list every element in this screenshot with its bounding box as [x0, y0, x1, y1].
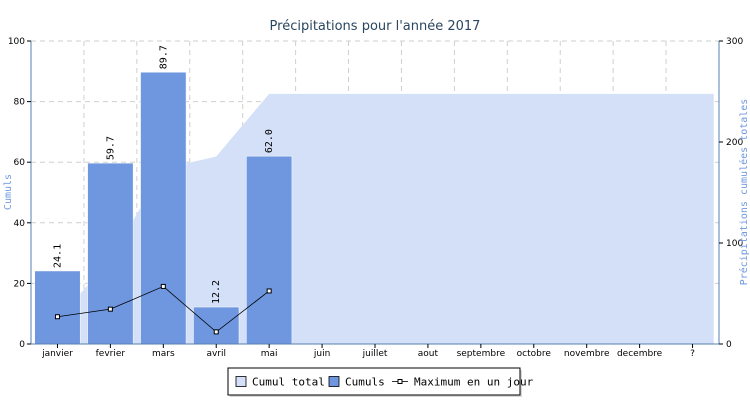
bar-janvier	[34, 270, 81, 345]
legend-frame	[227, 367, 521, 396]
y-left-tick-label: 80	[14, 98, 26, 108]
x-tick-label: janvier	[41, 349, 73, 359]
x-tick-label: mars	[152, 349, 175, 359]
bar-mai	[246, 155, 293, 345]
y-right-tick-label: 100	[726, 239, 743, 249]
legend-swatch-point	[397, 379, 403, 384]
y-right-tick-label: 0	[726, 340, 732, 350]
y-left-tick-label: 60	[14, 158, 26, 168]
line-point	[213, 329, 219, 335]
x-tick-label: novembre	[564, 349, 610, 359]
x-tick-label: septembre	[457, 349, 506, 359]
y-left-tick-label: 40	[14, 219, 26, 229]
x-tick-label: decembre	[617, 349, 663, 359]
bar-value-label: 89.7	[158, 45, 169, 69]
bar-mars	[140, 71, 187, 345]
x-tick-label: mai	[261, 349, 278, 359]
x-tick-label: fevrier	[96, 349, 126, 359]
x-tick-label: avril	[206, 349, 226, 359]
x-tick-label: juillet	[362, 349, 388, 359]
y-right-tick-label: 200	[726, 138, 743, 148]
y-right-tick-label: 300	[726, 37, 743, 47]
bar-value-label: 24.1	[52, 244, 63, 268]
y-axis-left-label: Cumuls	[3, 174, 14, 210]
axes: 0 20 40 60 80 100 0 100 200 300 janvier fevrier mars…	[8, 37, 744, 359]
legend: Cumul total Cumuls Maximum en un jour	[227, 367, 534, 397]
bar-value-label: 59.7	[105, 136, 116, 160]
y-axis-right-label: Précipitations cumulées totales	[738, 99, 750, 286]
line-point	[266, 288, 272, 294]
legend-label-maximum: Maximum en un jour	[414, 376, 534, 389]
bar-value-label: 62.0	[264, 129, 275, 153]
x-tick-label: octobre	[517, 349, 552, 359]
bar-fevrier	[87, 162, 134, 345]
bar-avril	[193, 306, 240, 345]
x-tick-label: aout	[418, 349, 439, 359]
bar-value-label: 12.2	[211, 280, 222, 304]
area-cumul-total	[57, 93, 714, 344]
line-point	[54, 314, 60, 320]
area-series	[57, 93, 714, 344]
y-left-tick-label: 100	[8, 37, 25, 47]
x-tick-label: ?	[690, 349, 695, 359]
legend-label-cumul-total: Cumul total	[252, 376, 325, 389]
y-left-tick-label: 0	[19, 340, 25, 350]
legend-swatch-bar	[328, 376, 340, 387]
y-left-tick-label: 20	[14, 279, 26, 289]
chart-title: Précipitations pour l'année 2017	[270, 19, 481, 34]
line-point	[107, 306, 113, 312]
x-tick-label: juin	[313, 349, 330, 359]
line-series	[54, 283, 272, 335]
legend-label-cumuls: Cumuls	[345, 376, 385, 389]
bar-series: 24.1 59.7 89.7 12.2 62.0	[34, 45, 293, 345]
legend-swatch-area	[235, 376, 247, 387]
line-point	[160, 283, 166, 289]
